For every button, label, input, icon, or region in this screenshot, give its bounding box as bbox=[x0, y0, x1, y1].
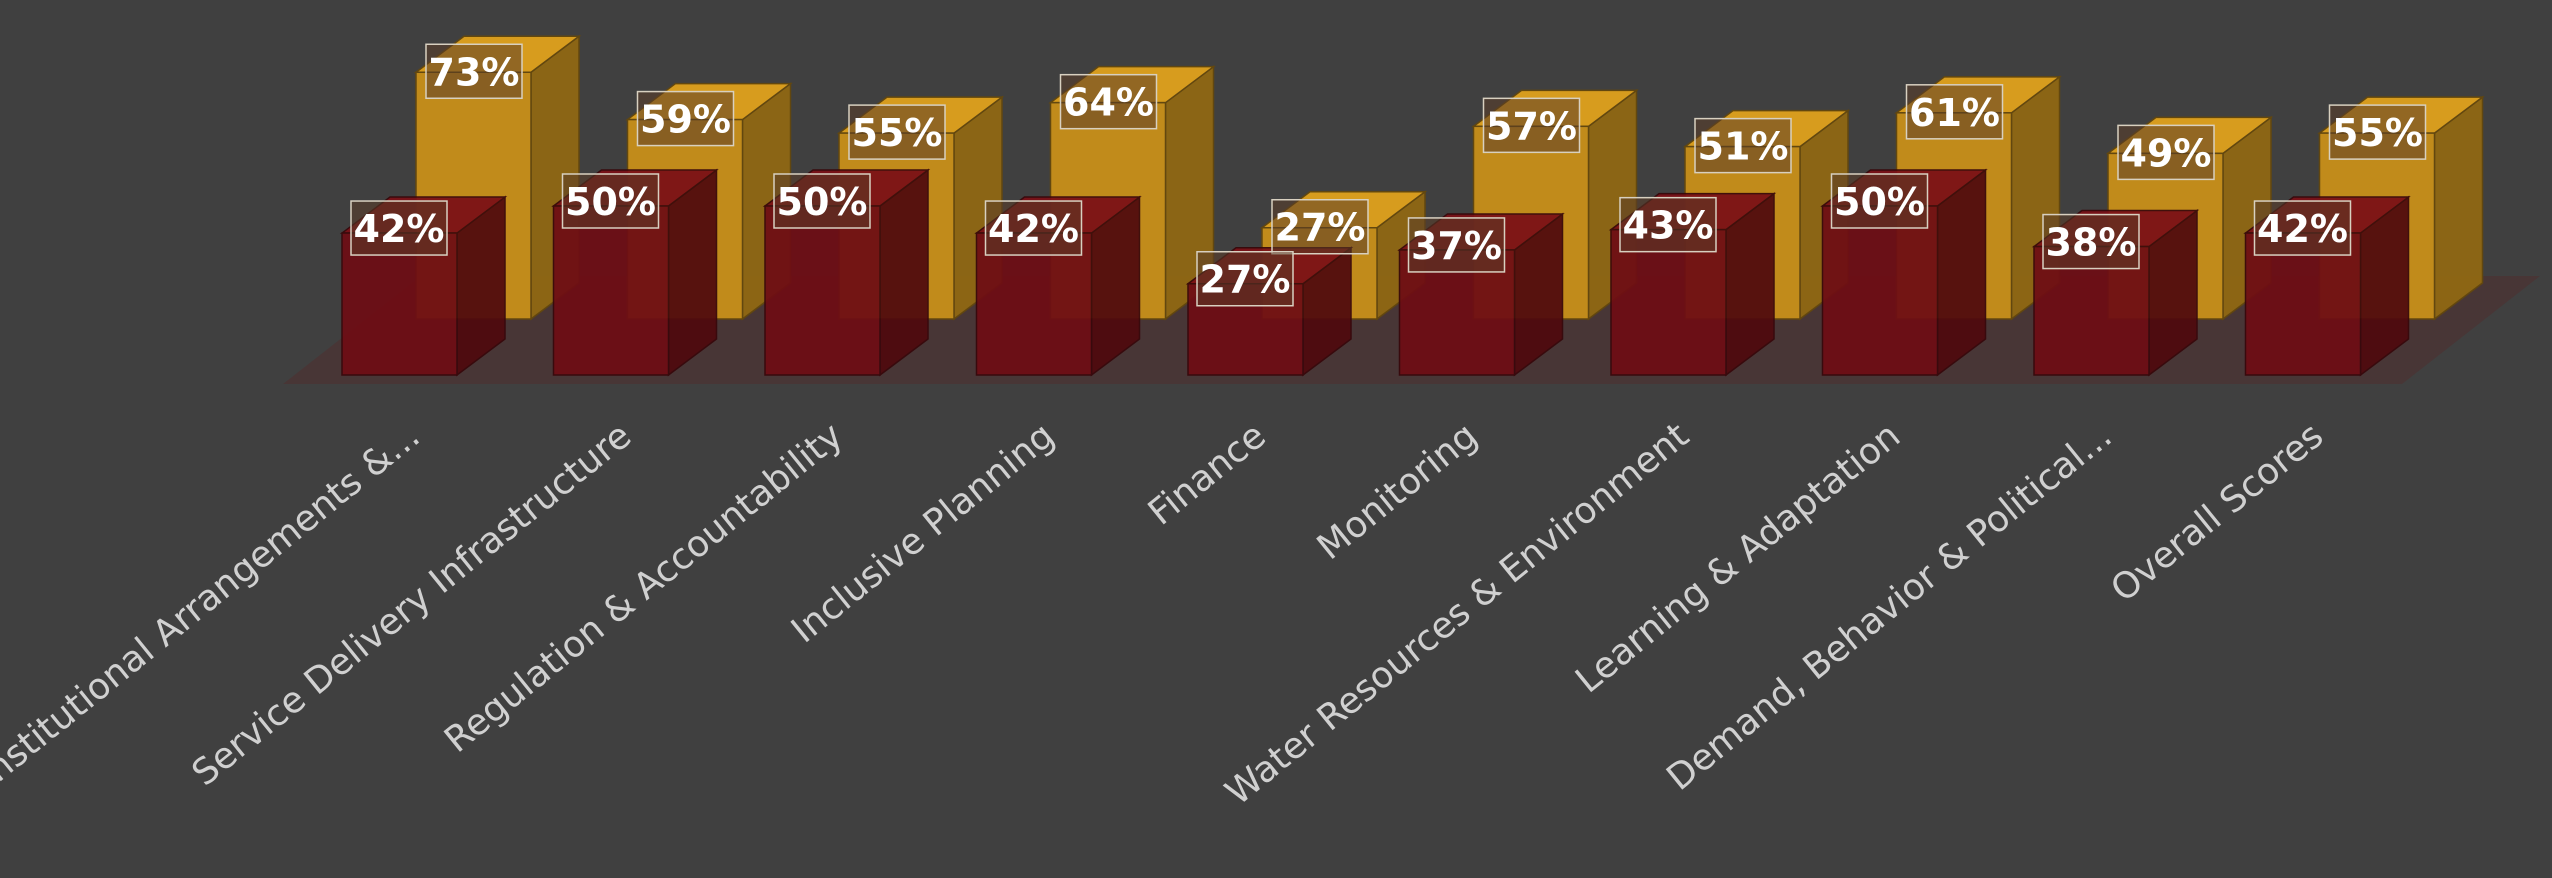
series-1-data-label-7-box bbox=[1619, 196, 1717, 253]
series-2-bar-10-side bbox=[2433, 95, 2484, 321]
series-1-data-label-1: 42% bbox=[350, 200, 448, 256]
series-2-data-label-9-box bbox=[2117, 124, 2215, 181]
series-1-data-label-8-text: 50% bbox=[1834, 180, 1925, 224]
series-2-data-label-9-text: 49% bbox=[2121, 131, 2212, 175]
series-1-bar-1-front bbox=[341, 232, 458, 376]
series-2-data-label-7-box bbox=[1694, 117, 1792, 174]
series-1-data-label-3-box bbox=[773, 173, 871, 229]
series-2-data-label-2-text: 59% bbox=[640, 98, 731, 142]
series-1-bar-4-front bbox=[975, 232, 1093, 376]
series-1-bar-2 bbox=[551, 168, 719, 377]
series-2-data-label-2: 59% bbox=[636, 90, 735, 147]
series-2-data-label-7-text: 51% bbox=[1698, 125, 1789, 169]
series-1-data-label-2-box bbox=[561, 173, 660, 229]
series-2-labels: 73% 59% 55% 64% 27% 57% 51% 61% 49% 55% bbox=[425, 43, 2427, 255]
series-2-data-label-4-box bbox=[1059, 73, 1158, 130]
series-2-data-label-8: 61% bbox=[1905, 84, 2004, 140]
series-1-data-label-10-box bbox=[2253, 200, 2352, 256]
series-2-data-label-6: 57% bbox=[1482, 97, 1581, 154]
series-2-data-label-6-text: 57% bbox=[1486, 104, 1577, 148]
series-2-data-label-7: 51% bbox=[1694, 117, 1792, 174]
series-1-data-label-6: 37% bbox=[1407, 217, 1506, 273]
series-1-data-label-10: 42% bbox=[2253, 200, 2352, 256]
series-1-bar-3-front bbox=[764, 205, 881, 376]
series-1-data-label-8: 50% bbox=[1830, 173, 1929, 229]
series-2-data-label-4: 64% bbox=[1059, 73, 1158, 130]
series-1-data-label-4-box bbox=[984, 200, 1083, 256]
series-1-data-label-8-box bbox=[1830, 173, 1929, 229]
series-1-bar-8-front bbox=[1821, 205, 1939, 376]
series-2-data-label-1: 73% bbox=[425, 43, 523, 100]
series-2-data-label-10-box bbox=[2328, 104, 2427, 160]
series-1-data-label-6-box bbox=[1407, 217, 1506, 273]
series-1-data-label-7: 43% bbox=[1619, 196, 1717, 253]
series-2-data-label-9: 49% bbox=[2117, 124, 2215, 181]
series-1-bar-2-front bbox=[552, 205, 670, 376]
series-1-data-label-5-box bbox=[1196, 250, 1294, 307]
series-1-data-label-2: 50% bbox=[561, 173, 660, 229]
series-2-data-label-3: 55% bbox=[848, 104, 946, 160]
series-1-data-label-10-text: 42% bbox=[2257, 207, 2348, 251]
series-1-data-label-4: 42% bbox=[984, 200, 1083, 256]
series-2-data-label-4-text: 64% bbox=[1063, 81, 1154, 125]
series-1-data-label-1-text: 42% bbox=[354, 207, 445, 251]
series-1-data-label-4-text: 42% bbox=[988, 207, 1079, 251]
series-1-data-label-5-text: 27% bbox=[1200, 258, 1291, 302]
series-2-data-label-5: 27% bbox=[1271, 198, 1369, 255]
series-1-data-label-9-box bbox=[2042, 213, 2140, 270]
series-2-data-label-2-box bbox=[636, 90, 735, 147]
series-2-data-label-10: 55% bbox=[2328, 104, 2427, 160]
series-1-data-label-7-text: 43% bbox=[1623, 204, 1714, 248]
series-2-data-label-3-box bbox=[848, 104, 946, 160]
series-1-labels: 42% 50% 50% 42% 27% 37% 43% 50% 38% 42% bbox=[350, 173, 2352, 307]
series-1-bar-4 bbox=[974, 195, 1142, 377]
series-2-data-label-10-text: 55% bbox=[2332, 111, 2423, 155]
series-1-data-label-3: 50% bbox=[773, 173, 871, 229]
series-1-data-label-9-text: 38% bbox=[2046, 221, 2137, 265]
series-2-data-label-1-box bbox=[425, 43, 523, 100]
series-2-data-label-1-text: 73% bbox=[429, 50, 520, 94]
series-1-data-label-5: 27% bbox=[1196, 250, 1294, 307]
series-2-data-label-5-text: 27% bbox=[1275, 206, 1366, 250]
series-2-data-label-8-text: 61% bbox=[1909, 91, 2000, 135]
series-1-data-label-3-text: 50% bbox=[777, 180, 868, 224]
series-2-data-label-8-box bbox=[1905, 84, 2004, 140]
series-1-group bbox=[339, 168, 2411, 377]
series-2-data-label-6-box bbox=[1482, 97, 1581, 154]
series-2-data-label-5-box bbox=[1271, 198, 1369, 255]
series-1-data-label-2-text: 50% bbox=[565, 180, 656, 224]
series-1-data-label-6-text: 37% bbox=[1411, 224, 1502, 268]
series-1-data-label-9: 38% bbox=[2042, 213, 2140, 270]
series-1-data-label-1-box bbox=[350, 200, 448, 256]
series-2-data-label-3-text: 55% bbox=[852, 111, 943, 155]
